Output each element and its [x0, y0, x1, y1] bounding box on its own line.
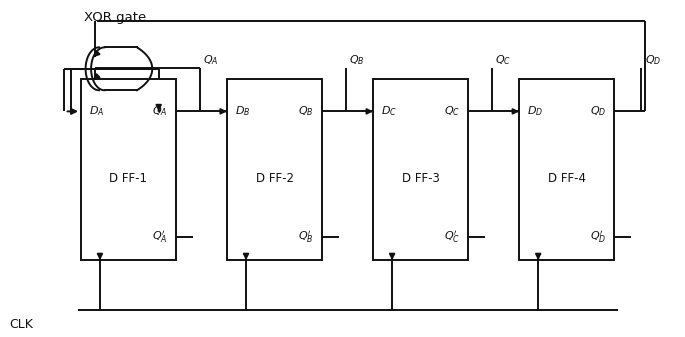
Text: $Q_A$: $Q_A$: [152, 104, 168, 118]
Bar: [373, 79, 468, 260]
Text: $Q_D$: $Q_D$: [645, 53, 661, 67]
Text: $Q_B$: $Q_B$: [299, 104, 314, 118]
Text: $Q_C$: $Q_C$: [495, 53, 512, 67]
Text: D FF-4: D FF-4: [548, 172, 586, 185]
Text: $D_B$: $D_B$: [235, 104, 251, 118]
Bar: [227, 79, 322, 260]
Text: $Q_D$: $Q_D$: [590, 104, 606, 118]
Text: $Q_A$: $Q_A$: [203, 53, 219, 67]
Text: D FF-3: D FF-3: [401, 172, 440, 185]
Text: $Q_C'$: $Q_C'$: [444, 229, 460, 245]
Text: CLK: CLK: [10, 318, 34, 331]
Text: $Q_C$: $Q_C$: [444, 104, 460, 118]
Text: $Q_B'$: $Q_B'$: [299, 229, 314, 245]
Bar: [81, 79, 176, 260]
Text: $Q_D'$: $Q_D'$: [590, 229, 606, 245]
Text: $D_C$: $D_C$: [382, 104, 397, 118]
Text: $Q_B$: $Q_B$: [349, 53, 365, 67]
Text: D FF-2: D FF-2: [256, 172, 294, 185]
Bar: [519, 79, 614, 260]
Text: $D_A$: $D_A$: [89, 104, 104, 118]
Text: D FF-1: D FF-1: [110, 172, 147, 185]
Text: XOR gate: XOR gate: [84, 11, 147, 24]
Text: $D_D$: $D_D$: [527, 104, 543, 118]
Text: $Q_A'$: $Q_A'$: [152, 229, 168, 245]
